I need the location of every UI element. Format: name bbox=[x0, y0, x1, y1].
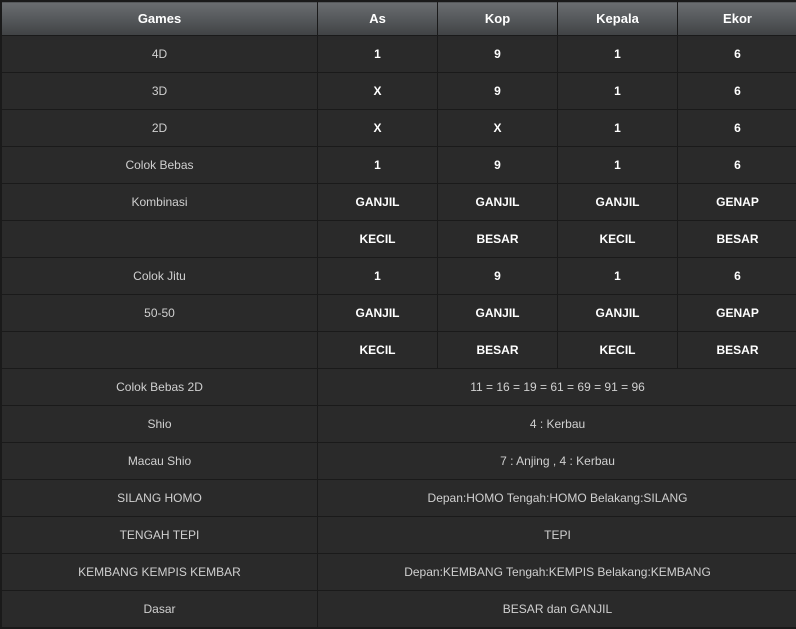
row-value: GANJIL bbox=[558, 295, 678, 332]
table-row: Colok Jitu1916 bbox=[2, 258, 796, 295]
row-label: 4D bbox=[2, 36, 318, 73]
table-row: KombinasiGANJILGANJILGANJILGENAP bbox=[2, 184, 796, 221]
row-value: GANJIL bbox=[558, 184, 678, 221]
results-table-container: GamesAsKopKepalaEkor 4D19163DX9162DXX16C… bbox=[0, 0, 796, 629]
row-value-merged: 4 : Kerbau bbox=[318, 406, 796, 443]
table-row: KEMBANG KEMPIS KEMBARDepan:KEMBANG Tenga… bbox=[2, 554, 796, 591]
table-row: Macau Shio7 : Anjing , 4 : Kerbau bbox=[2, 443, 796, 480]
col-header-games: Games bbox=[2, 2, 318, 36]
row-value: BESAR bbox=[438, 332, 558, 369]
table-row: Colok Bebas1916 bbox=[2, 147, 796, 184]
header-row: GamesAsKopKepalaEkor bbox=[2, 2, 796, 36]
row-value: 9 bbox=[438, 36, 558, 73]
row-label: TENGAH TEPI bbox=[2, 517, 318, 554]
col-header-ekor: Ekor bbox=[678, 2, 796, 36]
row-value-merged: TEPI bbox=[318, 517, 796, 554]
row-label: Dasar bbox=[2, 591, 318, 628]
table-row: Colok Bebas 2D11 = 16 = 19 = 61 = 69 = 9… bbox=[2, 369, 796, 406]
table-row: KECILBESARKECILBESAR bbox=[2, 221, 796, 258]
table-row: 50-50GANJILGANJILGANJILGENAP bbox=[2, 295, 796, 332]
row-label bbox=[2, 332, 318, 369]
row-value: 9 bbox=[438, 258, 558, 295]
row-label bbox=[2, 221, 318, 258]
row-value: KECIL bbox=[558, 332, 678, 369]
row-label: Colok Bebas 2D bbox=[2, 369, 318, 406]
row-value: X bbox=[318, 110, 438, 147]
row-value-merged: Depan:HOMO Tengah:HOMO Belakang:SILANG bbox=[318, 480, 796, 517]
row-value: BESAR bbox=[678, 332, 796, 369]
row-value-merged: Depan:KEMBANG Tengah:KEMPIS Belakang:KEM… bbox=[318, 554, 796, 591]
row-value: 1 bbox=[558, 258, 678, 295]
row-value: GANJIL bbox=[438, 295, 558, 332]
row-label: Macau Shio bbox=[2, 443, 318, 480]
row-label: KEMBANG KEMPIS KEMBAR bbox=[2, 554, 318, 591]
row-label: Colok Bebas bbox=[2, 147, 318, 184]
table-row: Shio4 : Kerbau bbox=[2, 406, 796, 443]
row-value: 6 bbox=[678, 36, 796, 73]
row-value-merged: BESAR dan GANJIL bbox=[318, 591, 796, 628]
row-value: X bbox=[438, 110, 558, 147]
row-value: GENAP bbox=[678, 184, 796, 221]
table-row: KECILBESARKECILBESAR bbox=[2, 332, 796, 369]
row-value: 6 bbox=[678, 258, 796, 295]
row-label: Colok Jitu bbox=[2, 258, 318, 295]
row-value: 9 bbox=[438, 147, 558, 184]
results-table: GamesAsKopKepalaEkor 4D19163DX9162DXX16C… bbox=[1, 1, 796, 628]
row-label: 50-50 bbox=[2, 295, 318, 332]
table-body: 4D19163DX9162DXX16Colok Bebas1916Kombina… bbox=[2, 36, 796, 628]
row-value: BESAR bbox=[438, 221, 558, 258]
row-label: SILANG HOMO bbox=[2, 480, 318, 517]
row-value: 1 bbox=[558, 73, 678, 110]
row-value: KECIL bbox=[558, 221, 678, 258]
row-value: GANJIL bbox=[318, 295, 438, 332]
row-value: 1 bbox=[318, 147, 438, 184]
row-value: GANJIL bbox=[318, 184, 438, 221]
table-row: 2DXX16 bbox=[2, 110, 796, 147]
row-value: BESAR bbox=[678, 221, 796, 258]
row-value: X bbox=[318, 73, 438, 110]
row-label: 2D bbox=[2, 110, 318, 147]
table-row: SILANG HOMODepan:HOMO Tengah:HOMO Belaka… bbox=[2, 480, 796, 517]
table-head: GamesAsKopKepalaEkor bbox=[2, 2, 796, 36]
col-header-kepala: Kepala bbox=[558, 2, 678, 36]
row-value-merged: 7 : Anjing , 4 : Kerbau bbox=[318, 443, 796, 480]
row-label: Kombinasi bbox=[2, 184, 318, 221]
table-row: 3DX916 bbox=[2, 73, 796, 110]
row-value: 1 bbox=[558, 36, 678, 73]
col-header-kop: Kop bbox=[438, 2, 558, 36]
table-row: DasarBESAR dan GANJIL bbox=[2, 591, 796, 628]
row-value: 1 bbox=[558, 147, 678, 184]
col-header-as: As bbox=[318, 2, 438, 36]
row-value: 1 bbox=[318, 258, 438, 295]
row-value: KECIL bbox=[318, 221, 438, 258]
table-row: 4D1916 bbox=[2, 36, 796, 73]
row-label: 3D bbox=[2, 73, 318, 110]
row-value-merged: 11 = 16 = 19 = 61 = 69 = 91 = 96 bbox=[318, 369, 796, 406]
row-value: 6 bbox=[678, 147, 796, 184]
row-label: Shio bbox=[2, 406, 318, 443]
row-value: 6 bbox=[678, 73, 796, 110]
row-value: 9 bbox=[438, 73, 558, 110]
row-value: 1 bbox=[558, 110, 678, 147]
row-value: 1 bbox=[318, 36, 438, 73]
row-value: KECIL bbox=[318, 332, 438, 369]
row-value: GANJIL bbox=[438, 184, 558, 221]
row-value: 6 bbox=[678, 110, 796, 147]
row-value: GENAP bbox=[678, 295, 796, 332]
table-row: TENGAH TEPITEPI bbox=[2, 517, 796, 554]
